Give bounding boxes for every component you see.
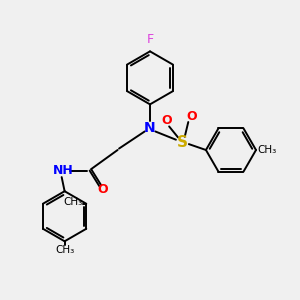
Text: NH: NH (53, 164, 74, 177)
Text: O: O (98, 183, 108, 196)
Text: S: S (177, 135, 188, 150)
Text: O: O (161, 114, 172, 127)
Text: CH₃: CH₃ (55, 245, 74, 255)
Text: O: O (186, 110, 196, 123)
Text: CH₃: CH₃ (257, 145, 277, 155)
Text: F: F (146, 33, 154, 46)
Text: CH₃: CH₃ (64, 197, 83, 207)
Text: N: N (144, 121, 156, 135)
